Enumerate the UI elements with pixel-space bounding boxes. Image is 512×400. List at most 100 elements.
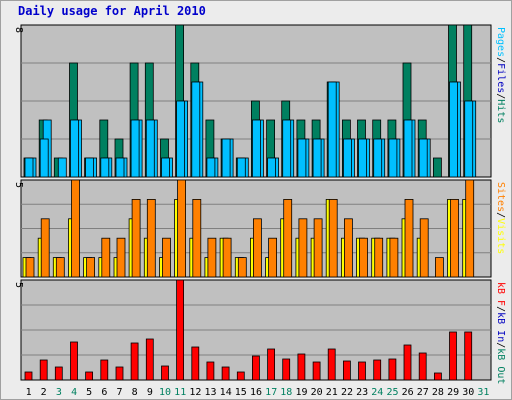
x-tick-label: 18 — [280, 387, 292, 398]
bar-pages-day-25 — [388, 138, 398, 178]
x-tick-label: 27 — [417, 387, 429, 398]
bar-sites-day-8 — [131, 198, 141, 278]
bar-pages-day-27 — [418, 138, 428, 178]
legend-entry: kB Out — [495, 348, 506, 384]
bar-kb-f-day-11 — [176, 279, 185, 381]
x-tick-label: 20 — [311, 387, 323, 398]
x-tick-label: 2 — [41, 387, 47, 398]
bar-pages-day-29 — [449, 81, 458, 178]
x-tick-label: 26 — [402, 387, 414, 398]
x-tick-label: 4 — [71, 387, 77, 398]
bar-kb-f-day-14 — [221, 366, 230, 381]
bar-pages-day-14 — [221, 138, 231, 178]
bar-sites-day-26 — [404, 198, 414, 278]
bar-kb-f-day-19 — [297, 353, 306, 381]
bar-kb-f-day-27 — [418, 352, 427, 381]
x-tick-label: 25 — [386, 387, 398, 398]
bar-kb-f-day-17 — [267, 348, 276, 381]
bar-sites-day-12 — [192, 198, 202, 278]
x-tick-label: 15 — [235, 387, 247, 398]
chart-title: Daily usage for April 2010 — [18, 4, 206, 18]
bar-pages-day-30 — [464, 100, 474, 178]
bar-pages-day-4 — [70, 119, 79, 178]
bar-sites-day-22 — [343, 218, 353, 278]
bar-sites-day-7 — [116, 237, 126, 278]
x-tick-label: 3 — [56, 387, 62, 398]
bar-pages-day-22 — [342, 138, 352, 178]
bar-kb-f-day-12 — [191, 346, 200, 381]
bar-pages-day-10 — [161, 157, 170, 178]
bar-kb-f-day-7 — [115, 366, 124, 381]
bar-sites-day-19 — [298, 218, 308, 278]
bar-sites-day-23 — [359, 237, 368, 278]
y-max-label: 5 — [13, 282, 24, 288]
bar-kb-f-day-16 — [251, 355, 260, 381]
x-tick-label: 10 — [159, 387, 171, 398]
x-tick-label: 8 — [132, 387, 138, 398]
bar-sites-day-24 — [374, 237, 384, 278]
bar-pages-day-7 — [115, 157, 125, 178]
bar-kb-f-day-30 — [464, 331, 473, 381]
x-tick-label: 19 — [295, 387, 307, 398]
x-tick-label: 21 — [326, 387, 338, 398]
legend-entry: Files — [495, 63, 506, 93]
bar-sites-day-2 — [40, 218, 50, 278]
x-tick-label: 29 — [447, 387, 459, 398]
bar-pages-day-21 — [327, 81, 337, 178]
x-tick-label: 11 — [174, 387, 186, 398]
x-tick-label: 7 — [116, 387, 122, 398]
legend-entry: / — [495, 93, 506, 99]
bar-kb-f-day-28 — [433, 372, 442, 381]
x-tick-label: 31 — [477, 387, 489, 398]
bar-kb-f-day-25 — [388, 358, 397, 381]
bar-sites-day-14 — [222, 237, 232, 278]
bar-kb-f-day-23 — [358, 361, 366, 381]
legend-entry: / — [495, 212, 506, 218]
bar-kb-f-day-6 — [100, 359, 109, 381]
bar-pages-day-1 — [24, 157, 34, 178]
legend-entry: Pages — [495, 27, 506, 57]
bar-pages-day-17 — [267, 157, 277, 178]
bar-sites-day-13 — [207, 237, 217, 278]
legend-entry: / — [495, 342, 506, 348]
bar-kb-f-day-9 — [145, 338, 154, 381]
bar-kb-f-day-8 — [130, 342, 139, 381]
bar-pages-day-15 — [236, 157, 246, 178]
x-tick-label: 24 — [371, 387, 383, 398]
bar-pages-day-9 — [145, 119, 155, 178]
bar-sites-day-15 — [237, 257, 247, 278]
legend-entry: Visits — [495, 218, 506, 254]
bar-sites-day-6 — [101, 237, 111, 278]
bar-kb-f-day-21 — [327, 348, 336, 381]
bar-sites-day-3 — [55, 257, 65, 278]
bar-kb-f-day-3 — [54, 366, 63, 381]
x-tick-label: 28 — [432, 387, 444, 398]
bar-pages-day-5 — [85, 157, 94, 178]
bar-hits-day-28 — [432, 157, 442, 178]
x-tick-label: 17 — [265, 387, 277, 398]
x-tick-label: 6 — [101, 387, 107, 398]
bar-kb-f-day-20 — [312, 361, 321, 381]
bar-pages-day-8 — [130, 119, 140, 178]
bar-pages-day-6 — [100, 157, 110, 178]
bar-pages-day-2 — [39, 138, 49, 178]
bar-sites-day-21 — [328, 198, 338, 278]
x-tick-label: 12 — [189, 387, 201, 398]
legend-top: Pages/Files/Hits — [495, 27, 506, 123]
y-max-label: 5 — [13, 182, 24, 188]
legend-bot: kB F/kB In/kB Out — [495, 282, 506, 384]
bar-kb-f-day-29 — [449, 331, 457, 381]
x-tick-label: 30 — [462, 387, 474, 398]
y-max-label: 8 — [13, 27, 24, 33]
bar-sites-day-16 — [252, 218, 262, 278]
bar-sites-day-1 — [25, 257, 35, 278]
bar-pages-day-13 — [206, 157, 216, 178]
legend-entry: Hits — [495, 99, 506, 123]
bar-sites-day-4 — [71, 179, 80, 278]
bar-pages-day-18 — [282, 119, 292, 178]
bar-kb-f-day-1 — [24, 371, 33, 381]
bar-kb-f-day-2 — [39, 359, 48, 381]
bar-sites-day-18 — [283, 198, 293, 278]
bar-sites-day-17 — [268, 237, 278, 278]
bar-kb-f-day-22 — [342, 360, 351, 381]
